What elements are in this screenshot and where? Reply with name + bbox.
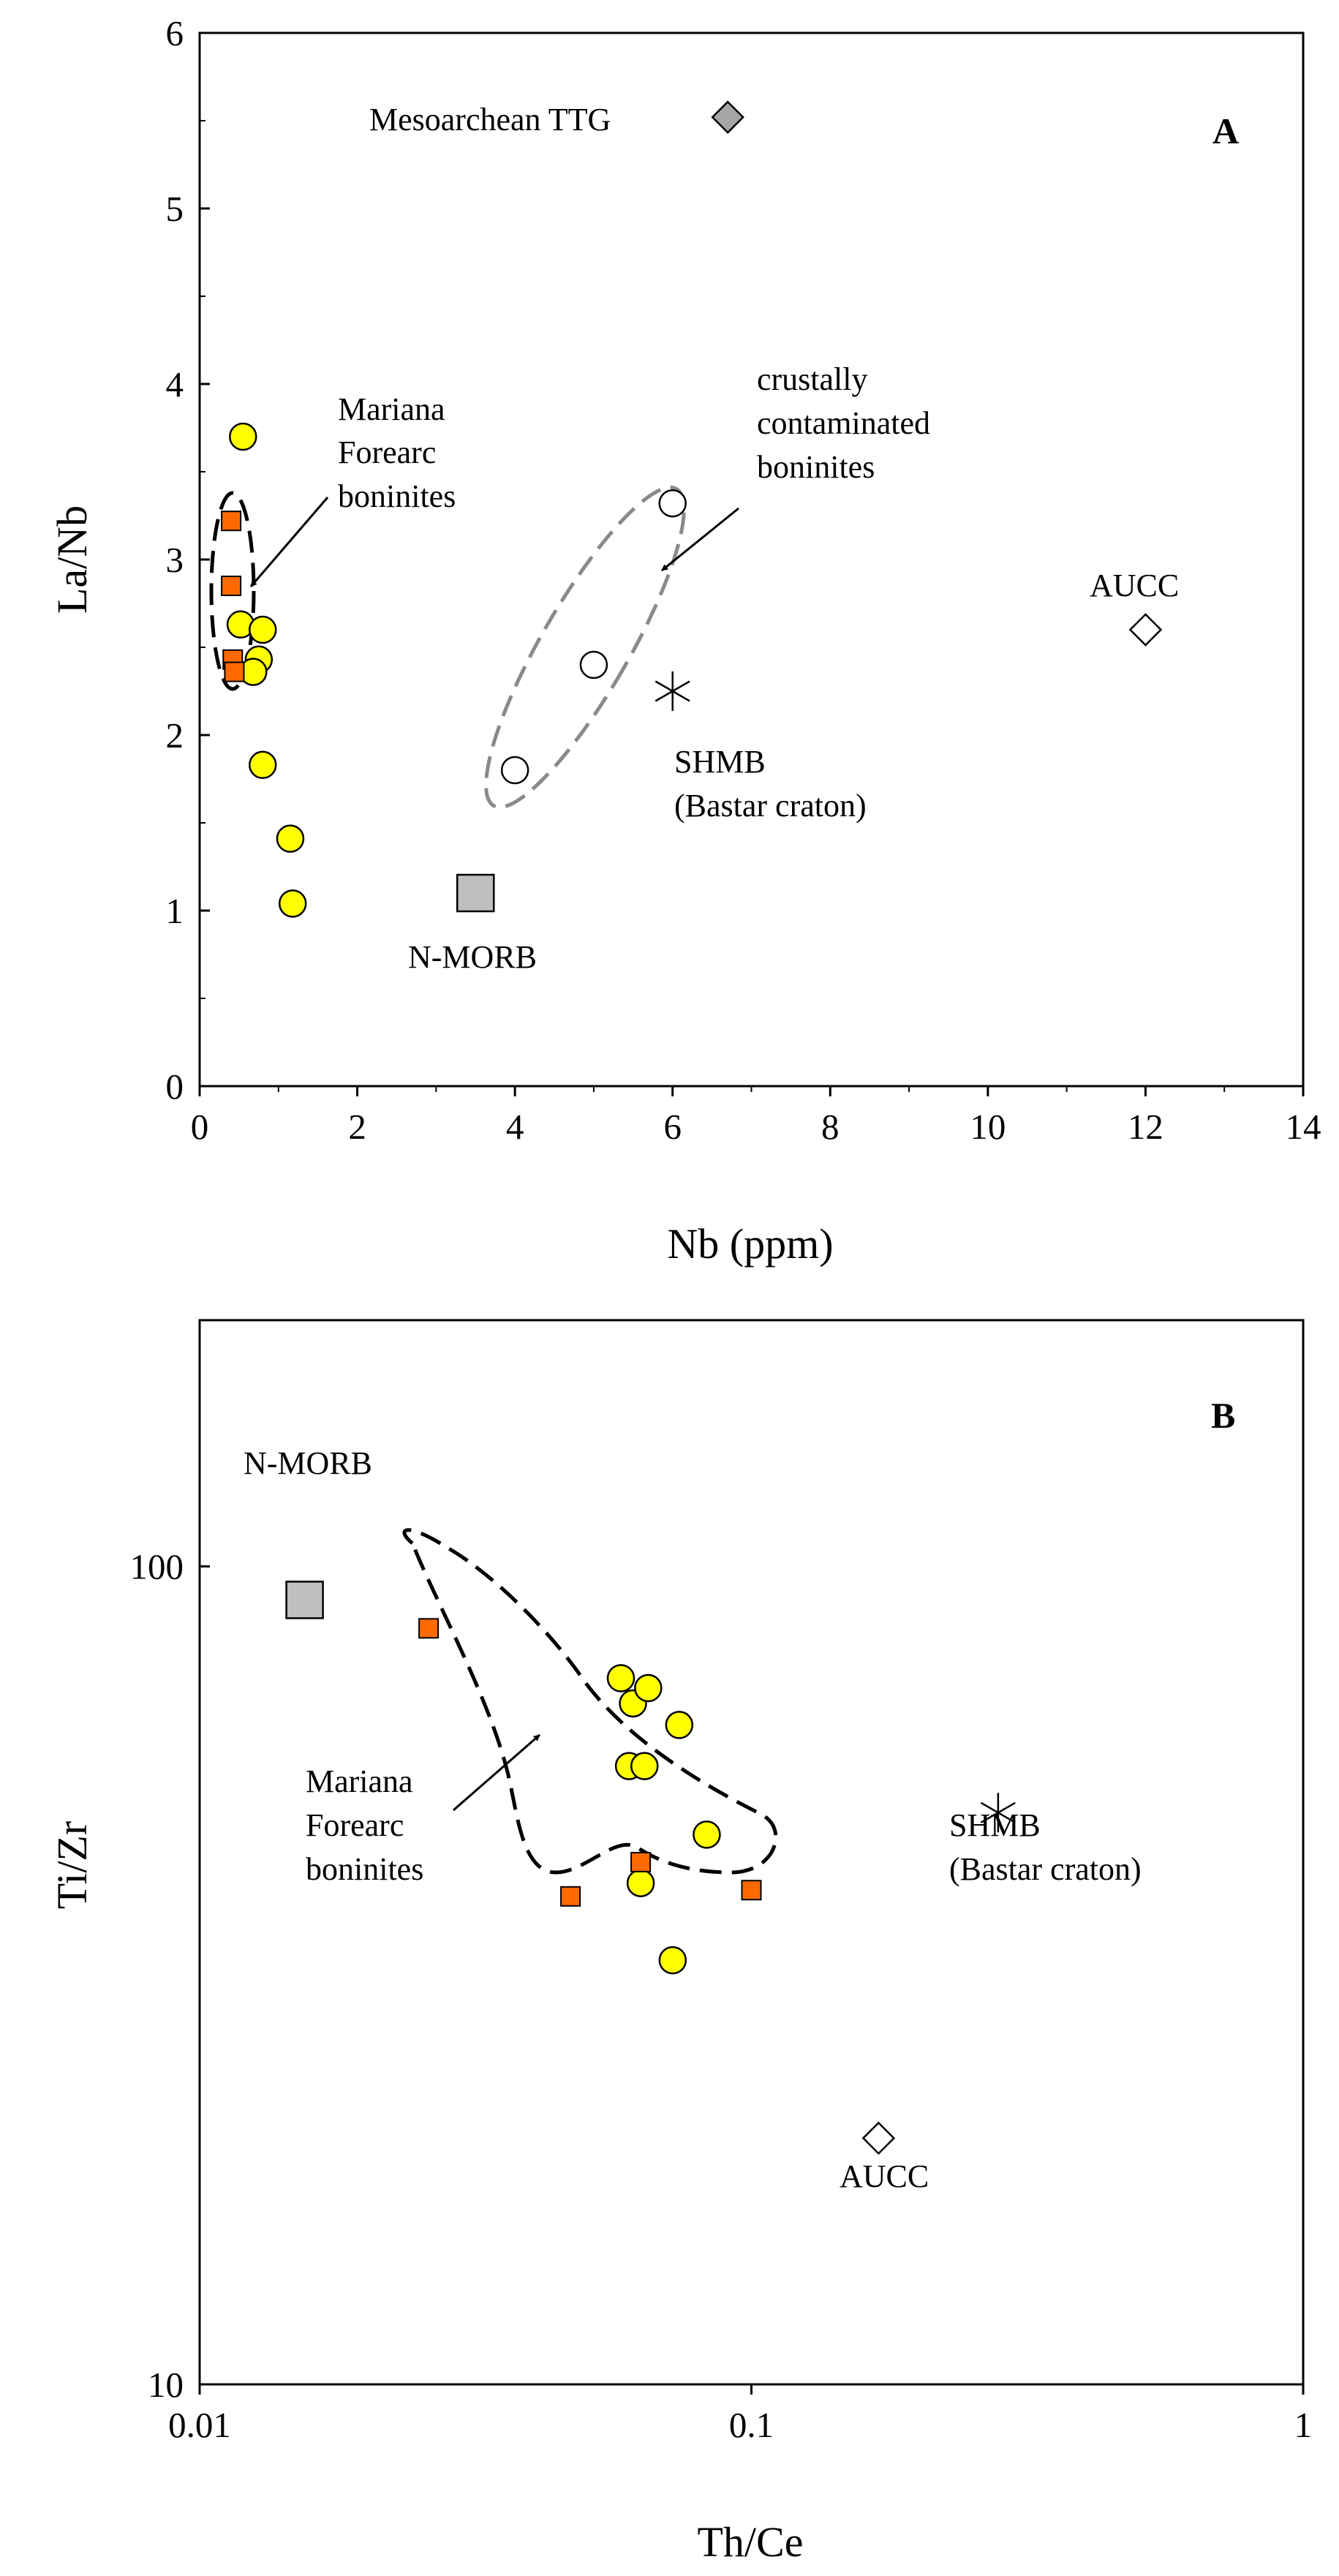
shmb-label-line-2: (Bastar craton) — [674, 788, 867, 824]
contaminated-boninite-envelope — [484, 485, 686, 810]
panel-b-letter: B — [1211, 1395, 1235, 1436]
crustally-contaminated-boninites-point — [658, 489, 687, 518]
x-tick-label: 12 — [1128, 1107, 1163, 1147]
this-study-samples-point — [278, 889, 307, 918]
mariana-forearc-boninites-point — [418, 1618, 440, 1639]
mariana-boninite-envelope — [209, 491, 256, 691]
mariana-label-line-2: Forearc — [338, 434, 436, 470]
y-tick-label: 1 — [166, 891, 184, 931]
panel-a-letter: A — [1212, 110, 1239, 151]
panel-a-labels: A Mesoarchean TTG Mariana Forearc bonini… — [338, 102, 1239, 975]
x-tick-label: 2 — [348, 1107, 366, 1147]
shmb-bastar-craton-point — [655, 671, 690, 711]
this-study-samples-point — [626, 1869, 655, 1897]
x-tick-label: 6 — [663, 1107, 682, 1147]
panel-a-overlays — [209, 485, 739, 810]
panel-b-labels: B N-MORB Mariana Forearc boninites SHMB … — [244, 1395, 1235, 2194]
x-tick-label: 8 — [821, 1107, 840, 1147]
x-tick-label: 0 — [191, 1107, 209, 1147]
y-tick-label: 100 — [130, 1547, 184, 1587]
mariana-label-line-1: Mariana — [338, 391, 445, 427]
y-tick-label: 4 — [166, 364, 184, 404]
panel-a-y-axis-title: La/Nb — [48, 505, 96, 614]
x-tick-label: 0.1 — [729, 2405, 774, 2445]
contaminated-arrow — [661, 507, 739, 572]
panel-a-x-axis-title: Nb (ppm) — [667, 1220, 833, 1268]
contaminated-label-line-3: boninites — [757, 449, 875, 485]
aucc-label: AUCC — [840, 2158, 929, 2194]
n-morb-point — [285, 1581, 324, 1619]
mariana-forearc-boninites-point — [560, 1886, 581, 1907]
n-morb-label: N-MORB — [408, 939, 537, 975]
y-tick-label: 0 — [166, 1066, 184, 1107]
this-study-samples-point — [658, 1946, 687, 1975]
mariana-forearc-boninites-point — [224, 661, 245, 682]
y-tick-label: 3 — [166, 540, 184, 580]
n-morb-point — [456, 873, 495, 913]
mariana-label-line-2: Forearc — [306, 1807, 404, 1843]
panel-a-data-points — [221, 100, 1163, 918]
mariana-label-line-1: Mariana — [306, 1763, 413, 1799]
panel-b-overlays — [402, 1528, 778, 1875]
y-tick-label: 2 — [166, 715, 184, 756]
shmb-label-line-1: SHMB — [949, 1807, 1041, 1843]
crustally-contaminated-boninites-point — [500, 756, 529, 785]
aucc-point — [861, 2121, 896, 2155]
y-tick-label: 5 — [166, 189, 184, 229]
y-tick-label: 6 — [166, 13, 184, 53]
mariana-arrow — [453, 1733, 540, 1812]
panel-b-chart: 0.01 0.1 1 10 100 B N-MORB Mariana Forearc b… — [48, 1319, 1313, 2566]
panel-b-data-points — [285, 1581, 1016, 2155]
n-morb-label: N-MORB — [244, 1445, 372, 1481]
contaminated-label-line-1: crustally — [757, 361, 868, 397]
panel-a-plot-frame — [198, 31, 1305, 1088]
mariana-forearc-boninites-point — [741, 1880, 762, 1901]
this-study-samples-point — [276, 824, 305, 853]
aucc-label: AUCC — [1090, 568, 1179, 603]
x-tick-label: 0.01 — [168, 2405, 231, 2445]
shmb-label-line-2: (Bastar craton) — [949, 1851, 1142, 1887]
this-study-samples-point — [665, 1711, 694, 1739]
panel-b-y-axis-title: Ti/Zr — [48, 1821, 96, 1909]
this-study-samples-point — [693, 1820, 721, 1849]
shmb-label-line-1: SHMB — [674, 744, 766, 780]
x-tick-label: 1 — [1294, 2405, 1313, 2445]
this-study-samples-point — [248, 750, 277, 780]
aucc-point — [1128, 613, 1163, 647]
contaminated-label-line-2: contaminated — [757, 405, 930, 441]
mariana-label-line-3: boninites — [306, 1851, 423, 1887]
this-study-samples-point — [630, 1752, 659, 1780]
x-tick-label: 10 — [970, 1107, 1006, 1147]
crustally-contaminated-boninites-point — [579, 650, 608, 679]
mariana-label-line-3: boninites — [338, 478, 456, 514]
y-tick-label: 10 — [148, 2365, 184, 2405]
mariana-forearc-boninites-point — [630, 1851, 652, 1872]
x-tick-label: 14 — [1286, 1107, 1321, 1147]
mariana-forearc-boninites-point — [221, 576, 242, 596]
x-tick-label: 4 — [506, 1107, 524, 1147]
panel-b-ticks: 0.01 0.1 1 10 100 — [130, 1547, 1313, 2445]
mesoarchean-ttg-point — [711, 100, 744, 134]
this-study-samples-point — [229, 422, 257, 451]
mariana-forearc-boninites-point — [221, 511, 242, 532]
mariana-boninite-envelope — [402, 1528, 778, 1875]
mesoarchean-ttg-label: Mesoarchean TTG — [369, 102, 611, 138]
this-study-samples-point — [634, 1673, 663, 1703]
this-study-samples-point — [606, 1664, 635, 1692]
shmb-bastar-craton-point — [980, 1793, 1016, 1833]
panel-b-x-axis-title: Th/Ce — [698, 2518, 804, 2566]
this-study-samples-point — [248, 615, 277, 644]
mariana-arrow — [249, 497, 329, 587]
